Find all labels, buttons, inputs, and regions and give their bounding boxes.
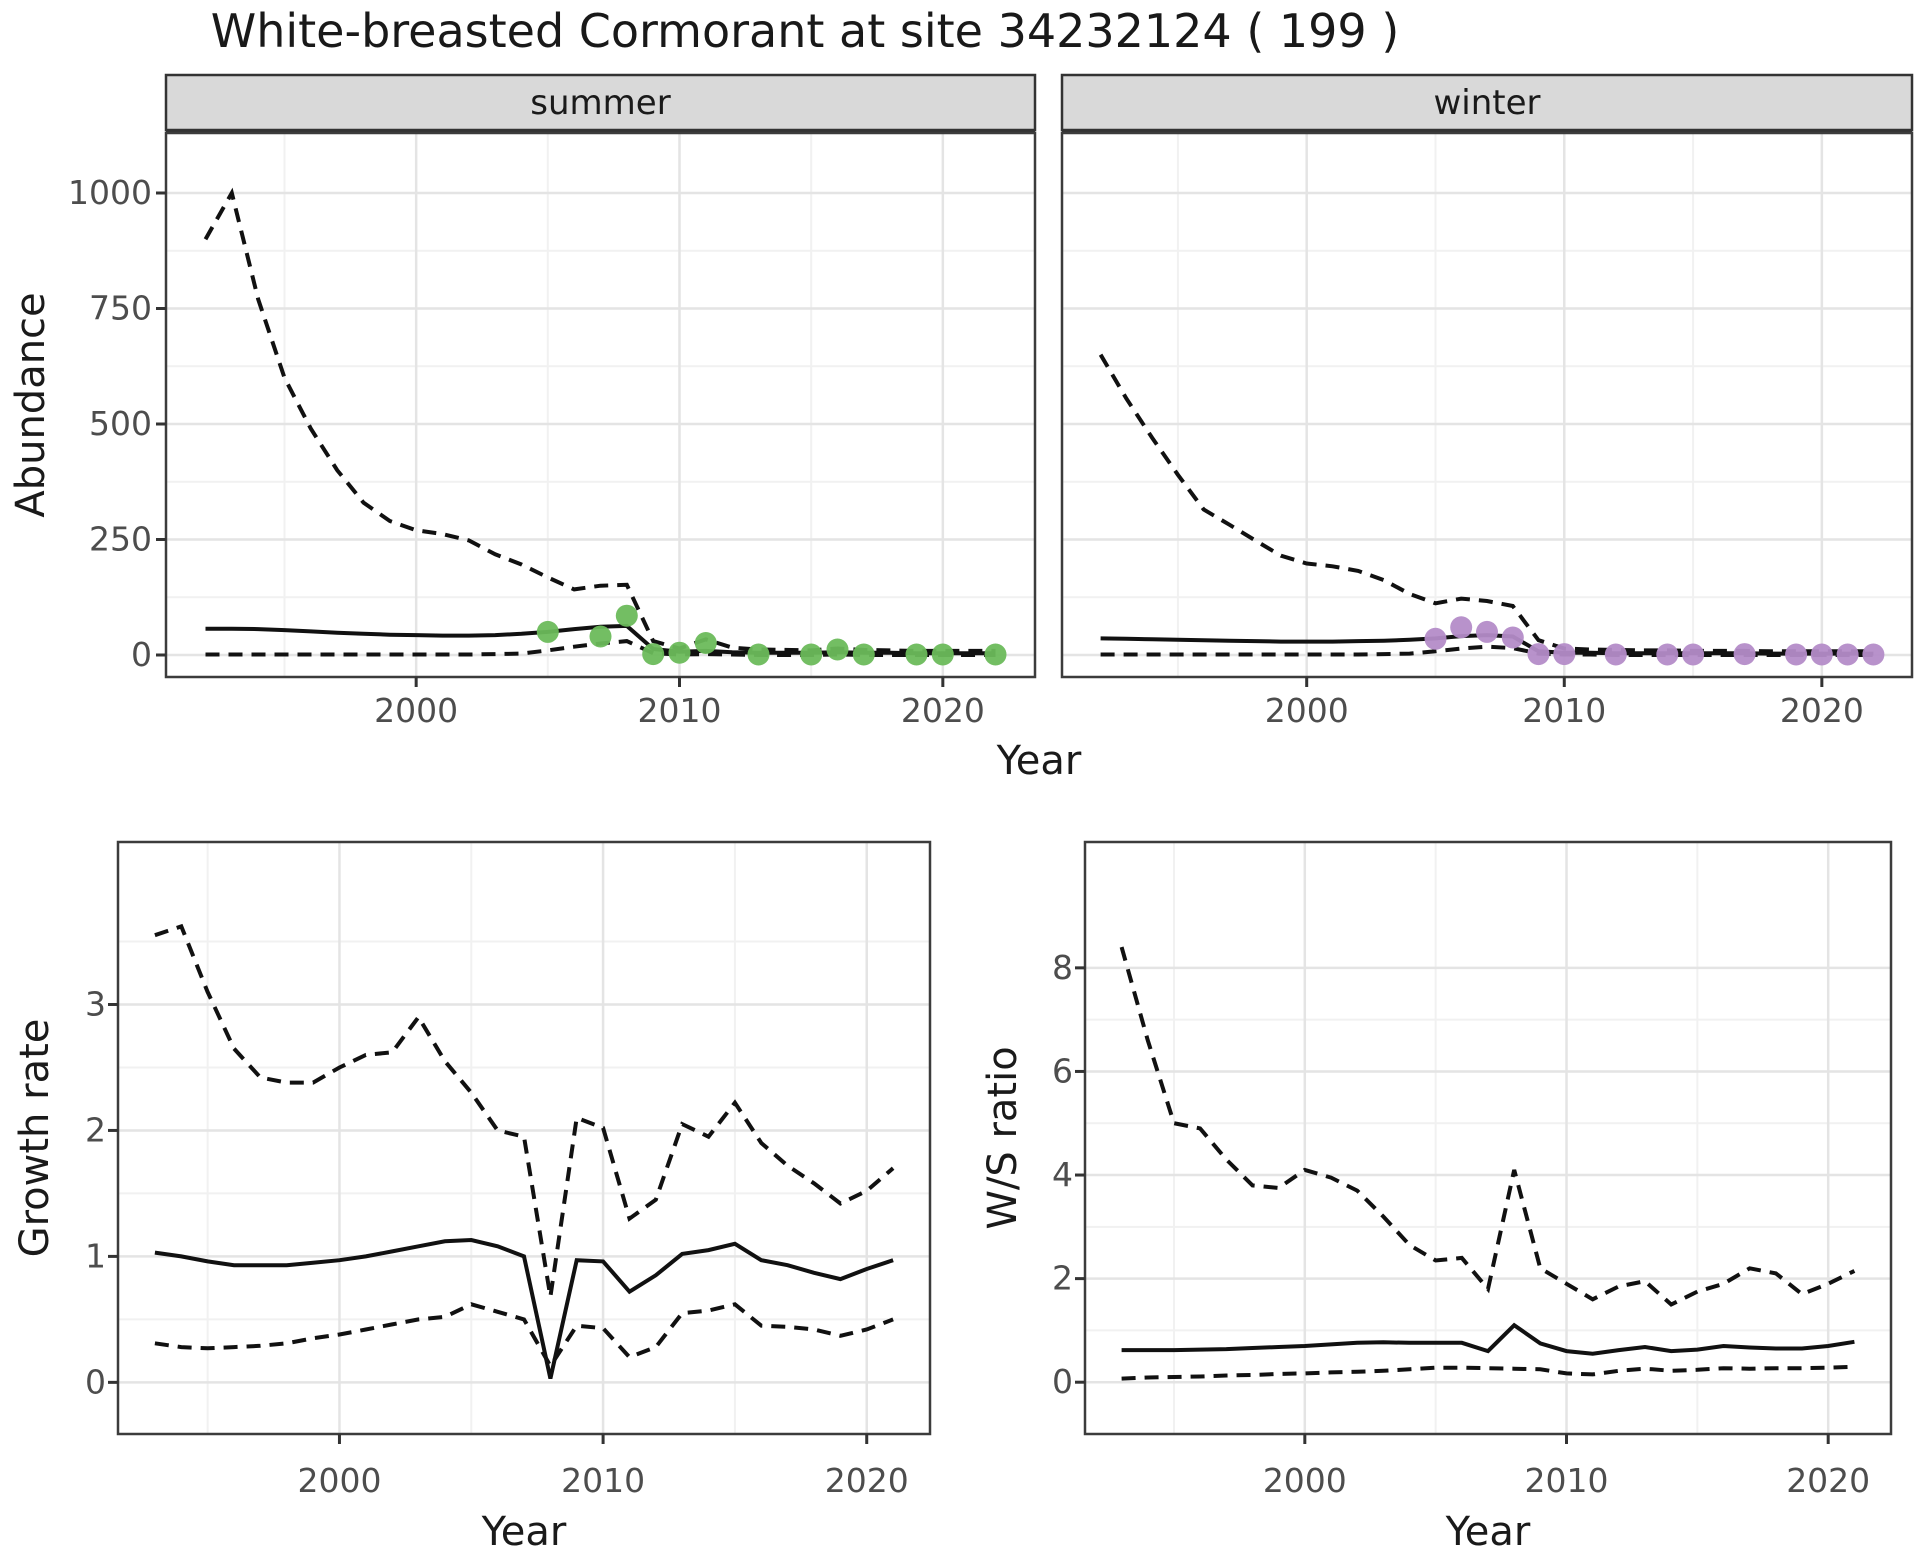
- observation-point: [1682, 643, 1705, 666]
- observation-point: [1785, 643, 1808, 666]
- y-tick-label: 2: [85, 1110, 106, 1149]
- upper-ci-line: [1119, 946, 1856, 1307]
- observation-point: [852, 643, 875, 666]
- panel-border: [1060, 131, 1914, 679]
- y-tick-label: 0: [131, 635, 152, 674]
- observation-point: [589, 625, 612, 648]
- median-line: [1121, 1322, 1855, 1356]
- observation-point: [931, 643, 954, 666]
- y-tick-label: 0: [85, 1362, 106, 1401]
- x-tick-label: 2010: [561, 1461, 645, 1500]
- y-axis-title-abundance: Abundance: [8, 292, 54, 517]
- y-tick-label: 0: [1052, 1362, 1073, 1401]
- x-tick-label: 2020: [1780, 691, 1864, 730]
- observation-point: [1501, 626, 1524, 649]
- observation-point: [800, 643, 823, 666]
- panel-background: [166, 133, 1035, 677]
- x-axis-title-top: Year: [996, 738, 1082, 784]
- y-tick-label: 1: [85, 1236, 106, 1275]
- observation-point: [826, 638, 849, 661]
- y-axis-title-ws-ratio: W/S ratio: [980, 1046, 1026, 1229]
- panel-border: [116, 840, 932, 1436]
- observation-point: [1836, 643, 1859, 666]
- observation-point: [1810, 643, 1833, 666]
- lower-ci-line: [1121, 1364, 1855, 1381]
- y-tick-label: 250: [89, 520, 152, 559]
- observation-point: [1733, 643, 1756, 666]
- observation-point: [1424, 627, 1447, 650]
- facet-strip-summer: summer: [164, 73, 1037, 134]
- y-tick-label: 750: [89, 289, 152, 328]
- y-tick-label: 4: [1052, 1155, 1073, 1194]
- panel-border: [164, 131, 1037, 679]
- facet-label: winter: [1433, 83, 1540, 123]
- y-tick-label: 2: [1052, 1259, 1073, 1298]
- x-tick-label: 2020: [825, 1461, 909, 1500]
- lower-ci-line: [154, 1302, 894, 1370]
- upper-ci-line: [154, 923, 895, 1298]
- panel-border: [1083, 840, 1893, 1436]
- x-axis-title-growth-rate: Year: [481, 1509, 567, 1555]
- x-tick-label: 2020: [1786, 1461, 1870, 1500]
- facet-label: summer: [530, 83, 670, 123]
- observation-point: [1862, 643, 1885, 666]
- facet-strip-winter: winter: [1060, 73, 1914, 134]
- observation-point: [1656, 643, 1679, 666]
- observation-point: [984, 643, 1007, 666]
- x-tick-label: 2020: [901, 691, 985, 730]
- observation-point: [1604, 643, 1627, 666]
- x-tick-label: 2000: [1265, 691, 1349, 730]
- panel-ws-ratio: 2000 2010 2020: [1083, 840, 1893, 1500]
- y-axis-title-growth-rate: Growth rate: [12, 1019, 58, 1258]
- x-tick-label: 2010: [1525, 1461, 1609, 1500]
- x-tick-label: 2000: [1263, 1461, 1347, 1500]
- plot-title: White-breasted Cormorant at site 3423212…: [210, 4, 1400, 58]
- y-tick-label: 1000: [68, 173, 152, 212]
- x-axis-title-ws-ratio: Year: [1445, 1509, 1531, 1555]
- observation-point: [1476, 620, 1498, 643]
- x-tick-label: 2000: [374, 691, 458, 730]
- panel-background: [1085, 842, 1891, 1434]
- observation-point: [1553, 643, 1576, 666]
- median-line: [154, 1237, 894, 1380]
- x-tick-label: 2010: [1522, 691, 1606, 730]
- observation-point: [1450, 616, 1473, 639]
- observation-point: [668, 641, 691, 664]
- strip-background: [1060, 73, 1914, 132]
- observation-point: [747, 643, 770, 666]
- y-tick-label: 500: [89, 404, 152, 443]
- observation-point: [536, 620, 559, 643]
- observation-point: [905, 643, 928, 666]
- y-tick-label: 6: [1052, 1051, 1073, 1090]
- panel-background: [118, 842, 930, 1434]
- x-tick-label: 2000: [297, 1461, 381, 1500]
- y-tick-label: 8: [1052, 948, 1073, 987]
- y-tick-label: 3: [85, 984, 106, 1023]
- observation-point: [1527, 643, 1550, 666]
- x-tick-label: 2010: [638, 691, 722, 730]
- panel-background: [1062, 133, 1912, 677]
- strip-background: [164, 73, 1037, 132]
- observation-point: [615, 604, 638, 627]
- panel-abundance-summer: 2000 2010 2020: [164, 131, 1037, 730]
- observation-point: [642, 643, 665, 666]
- panel-abundance-winter: 2000 2010 2020: [1060, 131, 1914, 730]
- observation-point: [694, 632, 717, 654]
- panel-growth-rate: 2000 2010 2020: [116, 840, 932, 1500]
